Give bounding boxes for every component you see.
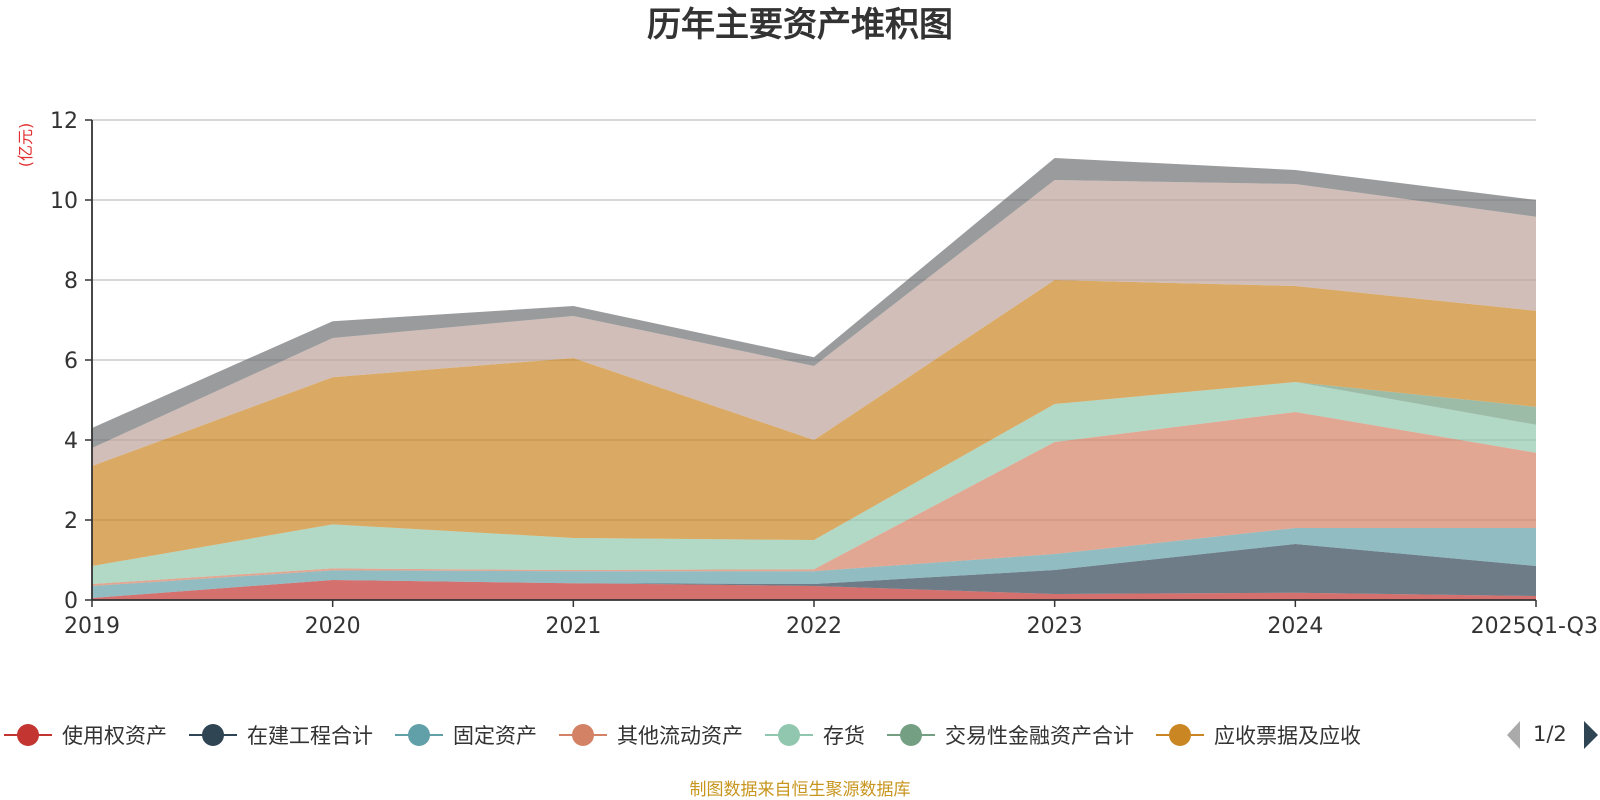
legend-marker-icon	[202, 724, 224, 746]
x-tick-label: 2025Q1-Q3	[1471, 614, 1598, 639]
stacked-areas	[92, 158, 1536, 600]
legend-marker-icon	[1169, 724, 1191, 746]
legend-label: 在建工程合计	[247, 724, 373, 748]
area-series-1	[92, 580, 1536, 600]
y-tick-label: 2	[64, 509, 78, 534]
y-tick-label: 4	[64, 429, 78, 454]
area-series-8	[92, 180, 1536, 466]
legend-marker-icon	[17, 724, 39, 746]
pager-next-arrow-icon[interactable]	[1584, 721, 1598, 749]
y-axis-unit-label: (亿元)	[16, 123, 35, 168]
x-tick-label: 2020	[305, 614, 361, 639]
legend-label: 交易性金融资产合计	[945, 724, 1134, 748]
legend-pager: 1/2	[1507, 721, 1598, 749]
legend-item[interactable]: 在建工程合计	[189, 724, 373, 748]
legend-item[interactable]: 其他流动资产	[559, 724, 743, 748]
x-tick-label: 2023	[1027, 614, 1083, 639]
x-tick-label: 2019	[64, 614, 120, 639]
legend-marker-icon	[408, 724, 430, 746]
area-series-9	[92, 158, 1536, 448]
legend-item[interactable]: 交易性金融资产合计	[887, 724, 1134, 748]
legend-marker-icon	[572, 724, 594, 746]
y-tick-label: 10	[50, 189, 78, 214]
legend-item[interactable]: 应收票据及应收	[1156, 724, 1361, 748]
area-series-4	[92, 412, 1536, 586]
legend-label: 应收票据及应收	[1214, 724, 1361, 748]
legend: 使用权资产 在建工程合计 固定资产 其他流动资产 存货 交易性金融资产合计 应收票据及应收	[4, 724, 1361, 748]
legend-label: 存货	[823, 724, 865, 748]
x-tick-label: 2024	[1267, 614, 1323, 639]
legend-item[interactable]: 固定资产	[395, 724, 537, 748]
area-series-3	[92, 528, 1536, 598]
y-tick-label: 0	[64, 589, 78, 614]
legend-page-indicator: 1/2	[1533, 722, 1567, 746]
x-tick-label: 2022	[786, 614, 842, 639]
legend-item[interactable]: 使用权资产	[4, 724, 167, 748]
y-tick-label: 6	[64, 349, 78, 374]
legend-item[interactable]: 存货	[765, 724, 865, 748]
pager-prev-arrow-icon[interactable]	[1507, 721, 1520, 749]
y-axis-ticks: 0 2 4 6 8 10 12	[50, 109, 92, 614]
legend-label: 使用权资产	[62, 724, 167, 748]
legend-marker-icon	[778, 724, 800, 746]
chart-title: 历年主要资产堆积图	[647, 5, 953, 45]
y-tick-label: 8	[64, 269, 78, 294]
y-tick-label: 12	[50, 109, 78, 134]
area-series-2	[92, 544, 1536, 598]
legend-label: 其他流动资产	[617, 724, 743, 748]
x-tick-label: 2021	[545, 614, 601, 639]
area-series-7	[92, 280, 1536, 566]
legend-label: 固定资产	[453, 724, 537, 748]
source-note: 制图数据来自恒生聚源数据库	[690, 780, 911, 800]
x-axis-ticks: 2019 2020 2021 2022 2023 2024 2025Q1-Q3	[64, 600, 1598, 639]
area-series-5	[92, 382, 1536, 584]
legend-marker-icon	[900, 724, 922, 746]
